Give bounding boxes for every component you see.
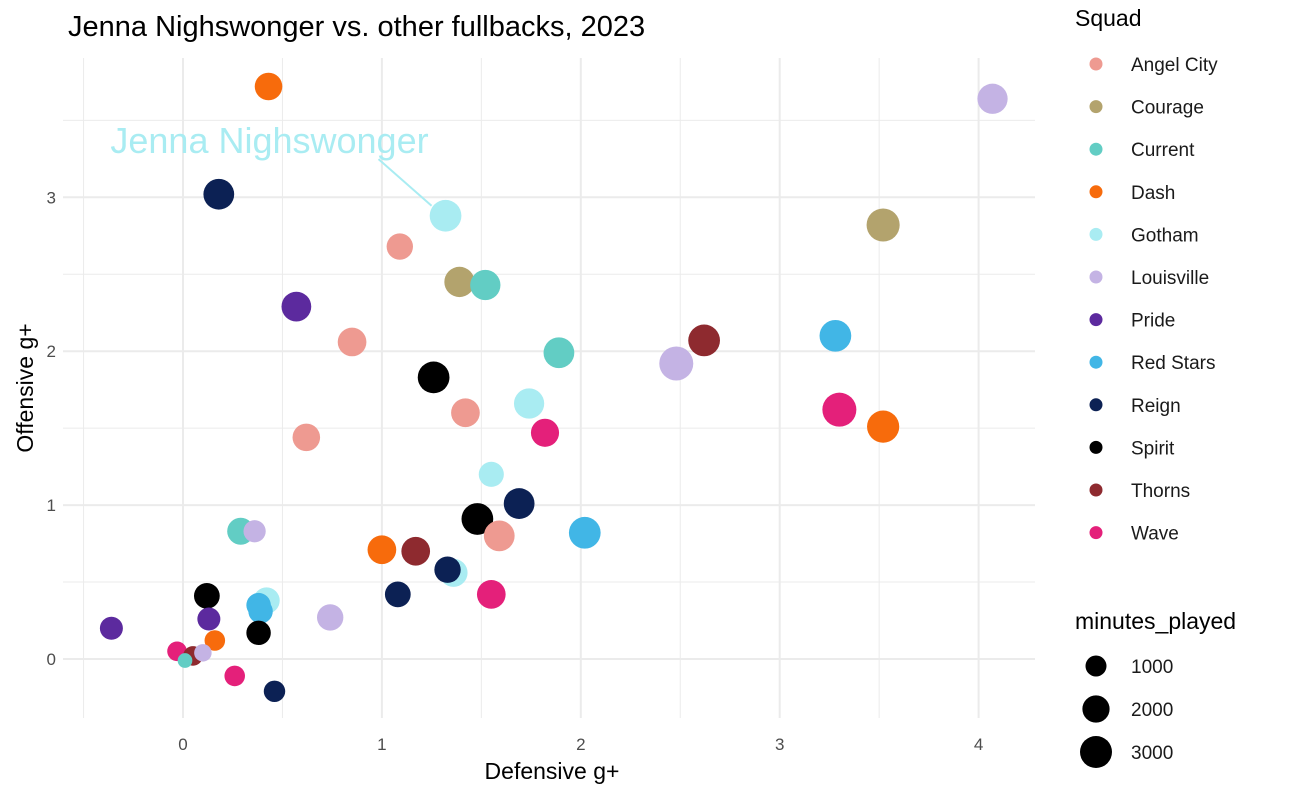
data-point: [384, 581, 411, 608]
data-point: [292, 423, 321, 452]
size-legend-swatch: [1082, 695, 1110, 723]
legend-swatch: [1089, 270, 1103, 284]
chart-title: Jenna Nighswonger vs. other fullbacks, 2…: [68, 11, 645, 43]
legend-swatch: [1089, 483, 1103, 497]
data-point: [444, 266, 475, 298]
data-point: [451, 398, 480, 428]
data-point: [263, 680, 286, 703]
squad-legend-title: Squad: [1075, 5, 1142, 31]
data-point: [193, 583, 220, 609]
data-point: [204, 630, 226, 651]
x-tick-label: 0: [178, 735, 187, 754]
data-point: [543, 337, 575, 369]
data-point: [659, 346, 694, 381]
legend-label: Angel City: [1131, 55, 1218, 76]
minutes-legend-title: minutes_played: [1075, 608, 1236, 634]
size-legend-label: 2000: [1131, 700, 1173, 721]
legend-swatch: [1089, 227, 1103, 241]
legend-swatch: [1089, 313, 1103, 327]
size-legend-label: 3000: [1131, 743, 1173, 764]
data-point: [417, 361, 450, 394]
data-point: [478, 461, 504, 487]
y-tick-label: 1: [47, 496, 56, 515]
data-point: [254, 72, 283, 101]
data-point: [483, 520, 515, 552]
data-point: [248, 599, 273, 624]
legend-label: Dash: [1131, 183, 1175, 204]
data-point: [688, 324, 720, 357]
y-tick-label: 2: [47, 342, 56, 361]
legend-label: Louisville: [1131, 268, 1209, 289]
data-point: [401, 536, 431, 566]
legend-swatch: [1089, 440, 1103, 454]
data-point: [197, 607, 221, 631]
legend-label: Reign: [1131, 396, 1181, 417]
legend-label: Pride: [1131, 311, 1175, 332]
legend-label: Gotham: [1131, 225, 1199, 246]
data-point: [367, 535, 397, 565]
data-point: [243, 520, 266, 543]
size-legend-label: 1000: [1131, 657, 1173, 678]
highlight-annotation: Jenna Nighswonger: [110, 120, 433, 207]
data-point: [99, 616, 123, 640]
data-point: [568, 516, 601, 549]
data-point: [203, 178, 235, 210]
data-point: [224, 665, 245, 687]
y-axis-ticks: 0 1 2 3: [47, 188, 56, 669]
data-point: [867, 410, 900, 443]
legend-label: Spirit: [1131, 438, 1175, 459]
legend-swatch: [1089, 57, 1103, 71]
data-point: [337, 327, 367, 357]
x-tick-label: 2: [576, 735, 585, 754]
y-tick-label: 3: [47, 188, 56, 207]
data-point: [470, 269, 501, 301]
legend-label: Wave: [1131, 524, 1179, 545]
legend-label: Red Stars: [1131, 353, 1215, 374]
squad-legend: Squad Angel City Courage Current Dash Gotham…: [1075, 5, 1218, 545]
annotation-label: Jenna Nighswonger: [110, 120, 428, 161]
legend-label: Courage: [1131, 98, 1204, 119]
data-point: [822, 392, 857, 427]
legend-swatch: [1089, 398, 1103, 412]
data-point: [530, 418, 560, 447]
data-point: [281, 291, 312, 322]
legend-swatch: [1089, 185, 1103, 199]
data-point: [513, 388, 545, 419]
data-points: [99, 72, 1008, 703]
data-point: [194, 644, 212, 662]
legend-swatch: [1089, 100, 1103, 114]
data-point: [503, 488, 535, 519]
size-legend-swatch: [1080, 736, 1112, 768]
data-point: [461, 503, 494, 535]
legend-swatch: [1089, 526, 1103, 540]
annotation-leader-line: [377, 158, 433, 207]
size-legend-swatch: [1085, 655, 1107, 677]
data-point: [866, 208, 900, 242]
y-axis-title: Offensive g+: [12, 323, 38, 452]
y-tick-label: 0: [47, 650, 56, 669]
x-tick-label: 1: [377, 735, 386, 754]
legend-swatch: [1089, 355, 1103, 369]
data-point: [476, 580, 506, 609]
x-tick-label: 4: [974, 735, 983, 754]
data-point: [316, 604, 344, 631]
data-point: [819, 319, 852, 352]
minutes-played-legend: minutes_played 1000 2000 3000: [1075, 608, 1236, 768]
legend-label: Current: [1131, 140, 1195, 161]
data-point: [177, 653, 193, 668]
data-point: [386, 233, 413, 260]
legend-label: Thorns: [1131, 481, 1190, 502]
data-point: [429, 199, 462, 232]
x-axis-title: Defensive g+: [485, 758, 620, 784]
data-point: [434, 556, 461, 583]
data-point: [977, 83, 1008, 114]
legend-swatch: [1089, 142, 1103, 156]
x-axis-ticks: 0 1 2 3 4: [178, 735, 983, 754]
x-tick-label: 3: [775, 735, 784, 754]
data-point: [246, 620, 271, 646]
